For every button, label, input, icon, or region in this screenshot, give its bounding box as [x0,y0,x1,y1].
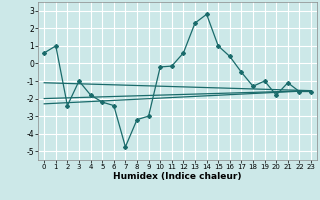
X-axis label: Humidex (Indice chaleur): Humidex (Indice chaleur) [113,172,242,181]
